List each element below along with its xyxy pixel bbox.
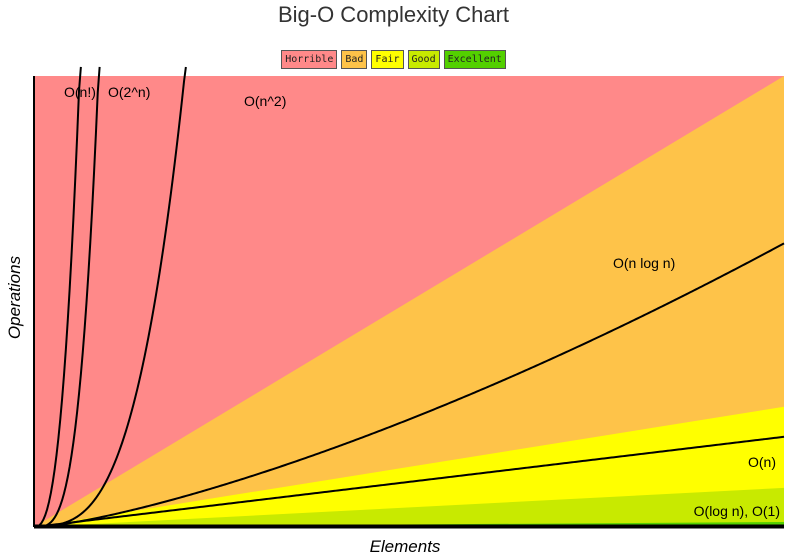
legend-item-bad[interactable]: Bad (341, 50, 368, 69)
region-bad (34, 76, 784, 527)
legend-item-excellent[interactable]: Excellent (443, 50, 506, 69)
region-good (34, 487, 784, 527)
y-axis-label: Operations (5, 255, 24, 339)
curve-o-n (33, 66, 82, 528)
legend-item-horrible[interactable]: Horrible (281, 50, 338, 69)
curve-label-o-n: O(n) (748, 454, 776, 470)
x-axis-label: Elements (370, 537, 441, 556)
curve-o-n (33, 435, 785, 528)
chart-legend: Horrible Bad Fair Good Excellent (0, 50, 787, 69)
chart-title: Big-O Complexity Chart (277, 2, 510, 27)
curve-label-o-log-n-o-1: O(log n), O(1) (694, 503, 780, 519)
legend-item-good[interactable]: Good (407, 50, 440, 69)
curve-label-o-n-log-n: O(n log n) (613, 255, 675, 271)
legend-item-fair[interactable]: Fair (371, 50, 404, 69)
curve-label-o-2-n: O(2^n) (108, 84, 150, 100)
curve-o-n-log-n (33, 242, 785, 528)
curve-label-o-n: O(n!) (64, 84, 96, 100)
curve-label-o-n-2: O(n^2) (244, 93, 286, 109)
region-fair (34, 406, 784, 527)
